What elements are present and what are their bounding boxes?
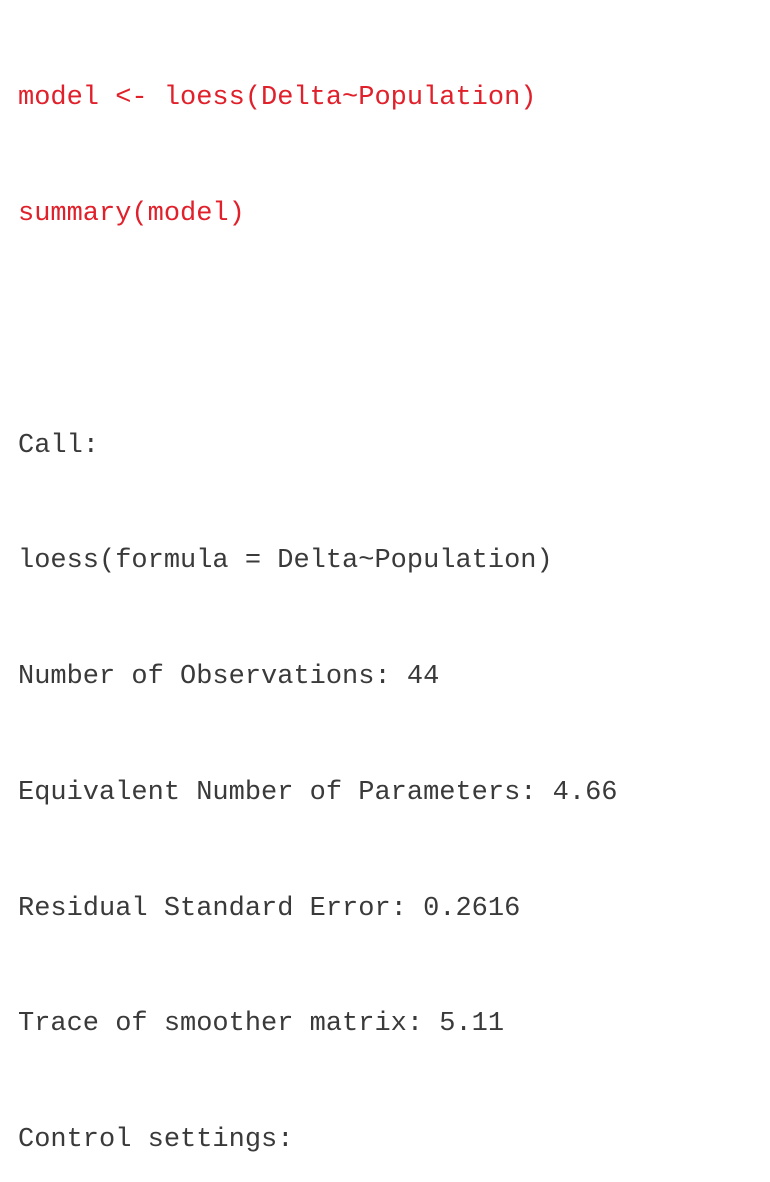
output-equivalent-params: Equivalent Number of Parameters: 4.66 [18, 777, 618, 808]
output-residual-std-error: Residual Standard Error: 0.2616 [18, 893, 521, 924]
output-num-observations: Number of Observations: 44 [18, 662, 440, 693]
command-line-summary: summary(model) [18, 198, 245, 229]
output-trace-smoother: Trace of smoother matrix: 5.11 [18, 1009, 505, 1040]
command-line-loess: model <- loess(Delta~Population) [18, 83, 537, 114]
output-control-settings: Control settings: [18, 1125, 294, 1156]
blank-line [18, 311, 763, 350]
r-console-transcript: model <- loess(Delta~Population) summary… [18, 2, 763, 1182]
output-call-formula: loess(formula = Delta~Population) [18, 546, 553, 577]
output-call-header: Call: [18, 430, 100, 461]
